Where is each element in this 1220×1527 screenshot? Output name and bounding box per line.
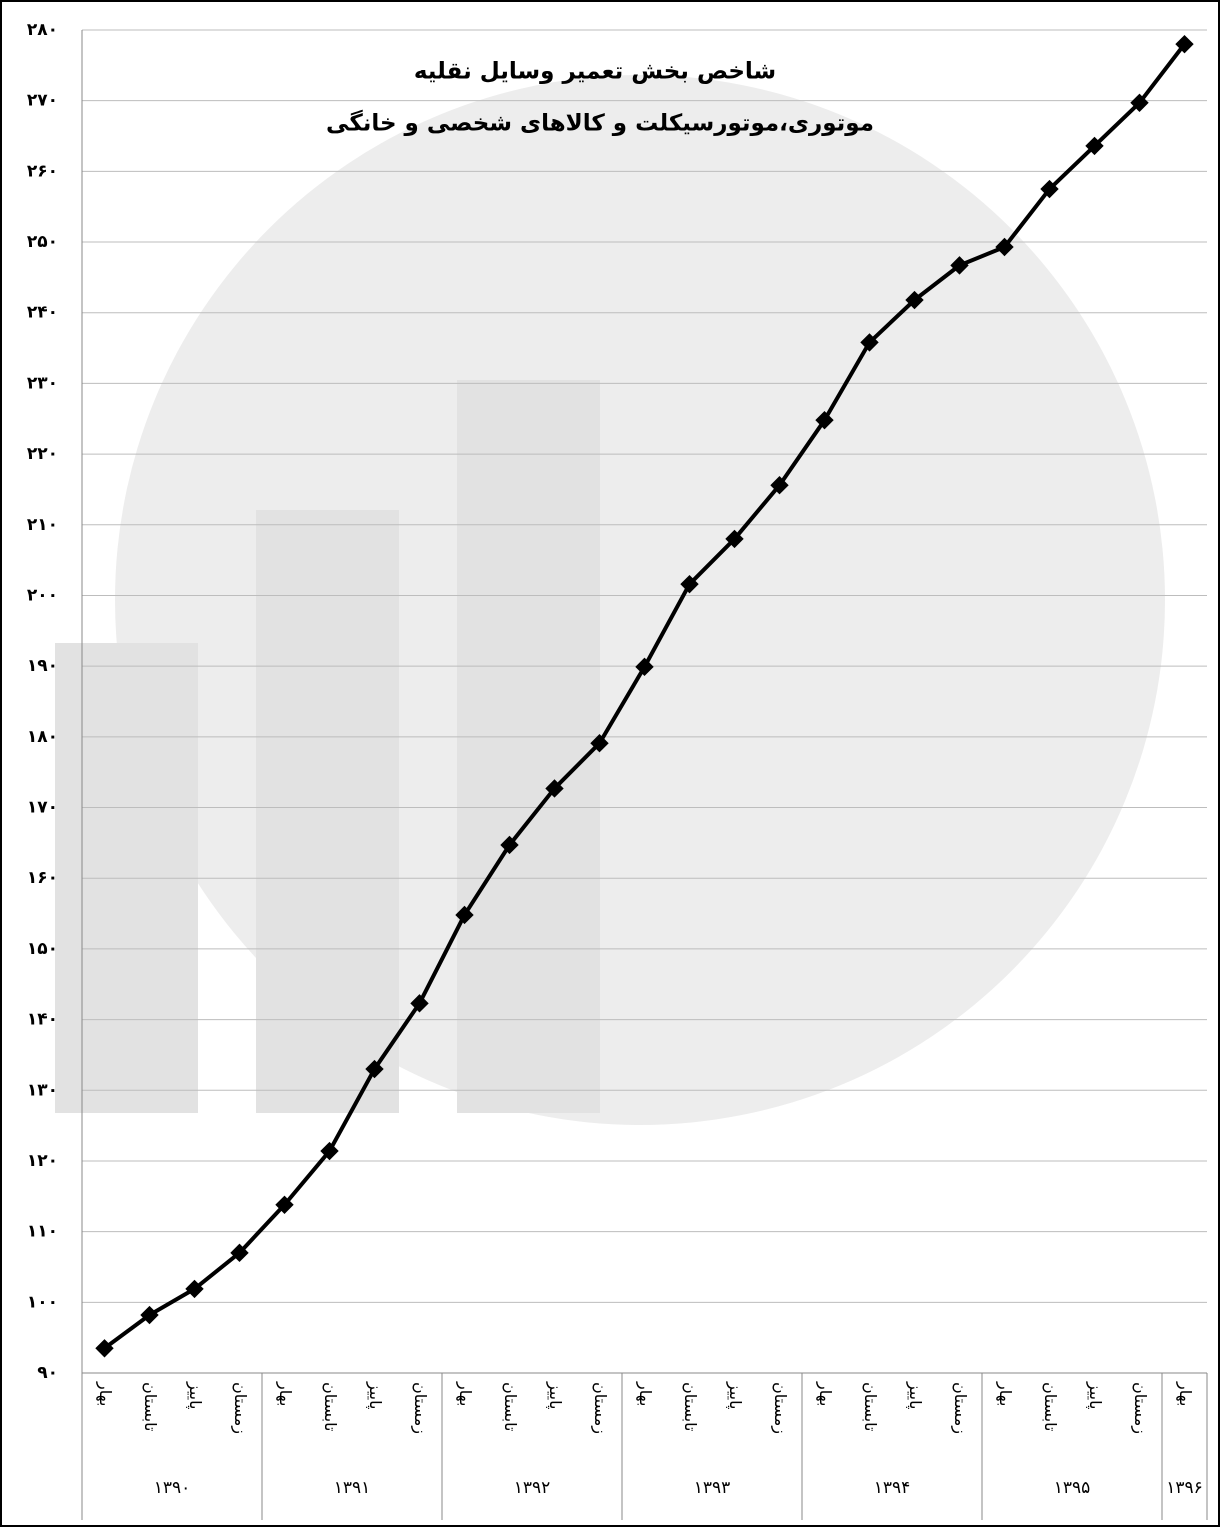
- marker: [635, 657, 654, 677]
- x-tick-label: زمستان: [1130, 1382, 1150, 1434]
- y-tick-label: ۱۷۰: [27, 798, 58, 818]
- x-tick-label: پاییز: [1085, 1381, 1105, 1409]
- marker: [1040, 179, 1059, 199]
- chart-subtitle: موتوری،موتورسیکلت و کالاهای شخصی و خانگی: [326, 110, 874, 137]
- x-tick-label: بهار: [1175, 1381, 1195, 1406]
- x-tick-label: زمستان: [230, 1382, 250, 1434]
- marker: [590, 734, 609, 753]
- x-tick-label: زمستان: [410, 1382, 430, 1434]
- group-label: ۱۳۹۰: [154, 1478, 191, 1498]
- y-tick-label: ۱۶۰: [27, 868, 58, 888]
- x-tick-label: تابستان: [321, 1382, 340, 1432]
- marker: [185, 1279, 204, 1299]
- marker: [1175, 34, 1194, 54]
- y-tick-label: ۲۲۰: [27, 444, 58, 464]
- y-tick-label: ۲۸۰: [27, 20, 58, 40]
- marker: [545, 779, 564, 798]
- y-tick-label: ۱۳۰: [27, 1080, 58, 1100]
- x-tick-label: تابستان: [501, 1382, 520, 1432]
- y-tick-label: ۱۸۰: [27, 727, 58, 747]
- y-tick-label: ۱۹۰: [27, 656, 58, 676]
- marker: [725, 529, 744, 549]
- y-tick-label: ۱۴۰: [27, 1010, 58, 1030]
- x-tick-label: پاییز: [725, 1381, 745, 1409]
- marker: [950, 256, 969, 275]
- marker: [365, 1059, 384, 1079]
- x-tick-label: زمستان: [590, 1382, 610, 1434]
- marker: [275, 1195, 294, 1214]
- x-tick-label: تابستان: [141, 1382, 160, 1432]
- y-tick-label: ۲۶۰: [27, 161, 58, 181]
- x-tick-label: بهار: [455, 1381, 475, 1406]
- marker: [770, 476, 789, 495]
- y-tick-label: ۱۱۰: [27, 1222, 58, 1242]
- y-tick-label: ۱۵۰: [27, 939, 58, 959]
- marker: [230, 1243, 249, 1263]
- marker: [1130, 93, 1149, 112]
- marker: [455, 905, 474, 925]
- x-tick-label: تابستان: [861, 1382, 880, 1432]
- chart-title: شاخص بخش تعمیر وسایل نقلیه: [414, 59, 776, 85]
- y-tick-label: ۱۲۰: [27, 1151, 58, 1171]
- marker: [815, 410, 834, 430]
- marker: [905, 290, 924, 310]
- group-label: ۱۳۹۱: [334, 1478, 371, 1498]
- x-tick-label: پاییز: [905, 1381, 925, 1409]
- y-tick-label: ۲۰۰: [27, 585, 58, 605]
- x-tick-label: بهار: [815, 1381, 835, 1406]
- x-tick-label: تابستان: [681, 1382, 700, 1432]
- group-label: ۱۳۹۲: [514, 1478, 551, 1498]
- y-tick-label: ۱۰۰: [27, 1292, 58, 1312]
- x-tick-label: پاییز: [365, 1381, 385, 1409]
- y-tick-label: ۲۵۰: [27, 232, 58, 252]
- marker: [1085, 136, 1104, 156]
- y-tick-label: ۲۴۰: [27, 303, 58, 323]
- group-label: ۱۳۹۴: [874, 1478, 911, 1498]
- x-tick-label: زمستان: [770, 1382, 790, 1434]
- marker: [410, 994, 429, 1013]
- marker: [995, 237, 1014, 257]
- y-tick-label: ۲۱۰: [27, 515, 58, 535]
- x-tick-label: زمستان: [950, 1382, 970, 1434]
- x-tick-label: بهار: [635, 1381, 655, 1406]
- x-tick-label: بهار: [95, 1381, 115, 1406]
- y-tick-label: ۲۳۰: [27, 373, 58, 393]
- group-label: ۱۳۹۶: [1166, 1478, 1203, 1498]
- marker: [860, 333, 879, 352]
- group-label: ۱۳۹۳: [694, 1478, 731, 1498]
- x-tick-label: بهار: [275, 1381, 295, 1406]
- x-tick-label: بهار: [995, 1381, 1015, 1406]
- x-tick-label: پاییز: [185, 1381, 205, 1409]
- y-tick-label: ۲۷۰: [27, 91, 58, 111]
- marker: [140, 1305, 159, 1325]
- marker: [500, 835, 519, 855]
- marker: [680, 574, 699, 594]
- group-label: ۱۳۹۵: [1054, 1478, 1091, 1498]
- y-tick-label: ۹۰: [37, 1363, 58, 1383]
- marker: [95, 1339, 114, 1358]
- x-tick-label: تابستان: [1041, 1382, 1060, 1432]
- watermark: [55, 75, 1165, 1125]
- marker: [320, 1141, 339, 1161]
- x-tick-label: پاییز: [545, 1381, 565, 1409]
